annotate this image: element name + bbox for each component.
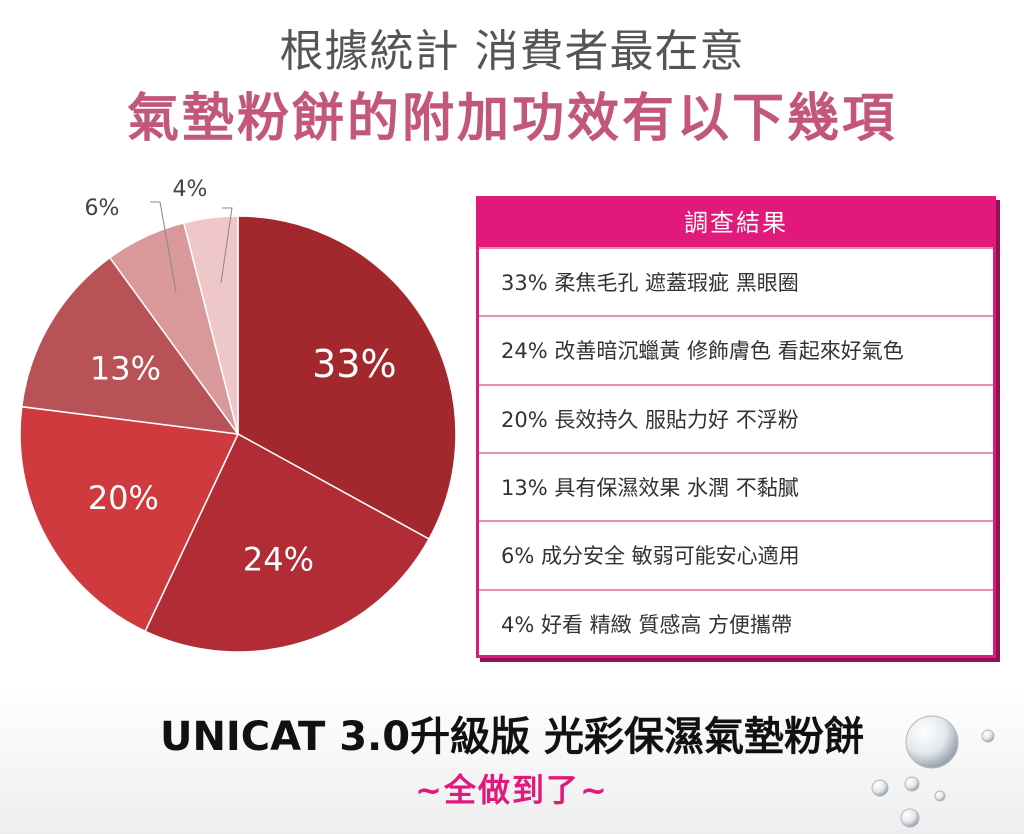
pie-slice-label: 33% <box>312 342 396 386</box>
water-drops-icon <box>871 715 995 828</box>
result-item: 20% 長效持久 服貼力好 不浮粉 <box>479 383 993 452</box>
results-panel: 調查結果 33% 柔焦毛孔 遮蓋瑕疵 黑眼圈 24% 改善暗沉蠟黃 修飾膚色 看… <box>476 196 996 658</box>
pie-slice <box>182 215 239 435</box>
pie-slice-label: 24% <box>243 540 314 578</box>
headline-top: 根據統計 消費者最在意 <box>279 26 745 77</box>
pie-slice <box>144 432 431 653</box>
result-item: 4% 好看 精緻 質感高 方便攜帶 <box>479 588 993 657</box>
pie-slice-label: 20% <box>88 479 159 517</box>
headline-main: 氣墊粉餅的附加功效有以下幾項 <box>126 89 897 149</box>
result-item: 6% 成分安全 敏弱可能安心適用 <box>479 520 993 588</box>
result-item: 24% 改善暗沉蠟黃 修飾膚色 看起來好氣色 <box>479 315 993 383</box>
pie-slice <box>237 215 457 541</box>
pie-slice <box>20 256 240 435</box>
result-item: 13% 具有保濕效果 水潤 不黏膩 <box>479 451 993 520</box>
leader-line <box>150 201 177 293</box>
tagline: ~全做到了~ <box>415 771 609 809</box>
result-item: 33% 柔焦毛孔 遮蓋瑕疵 黑眼圈 <box>479 247 993 315</box>
pie-slice-label: 6% <box>85 196 120 221</box>
leader-line <box>220 207 233 284</box>
pie-slice-label: 13% <box>90 349 161 387</box>
pie-slice <box>19 405 240 633</box>
product-name: UNICAT 3.0升級版 光彩保濕氣墊粉餅 <box>159 714 865 760</box>
pie-slice-label: 4% <box>173 177 208 202</box>
results-title: 調查結果 <box>479 199 993 247</box>
pie-chart: 33% 24% 20% 13% 6% 4% <box>19 177 457 653</box>
